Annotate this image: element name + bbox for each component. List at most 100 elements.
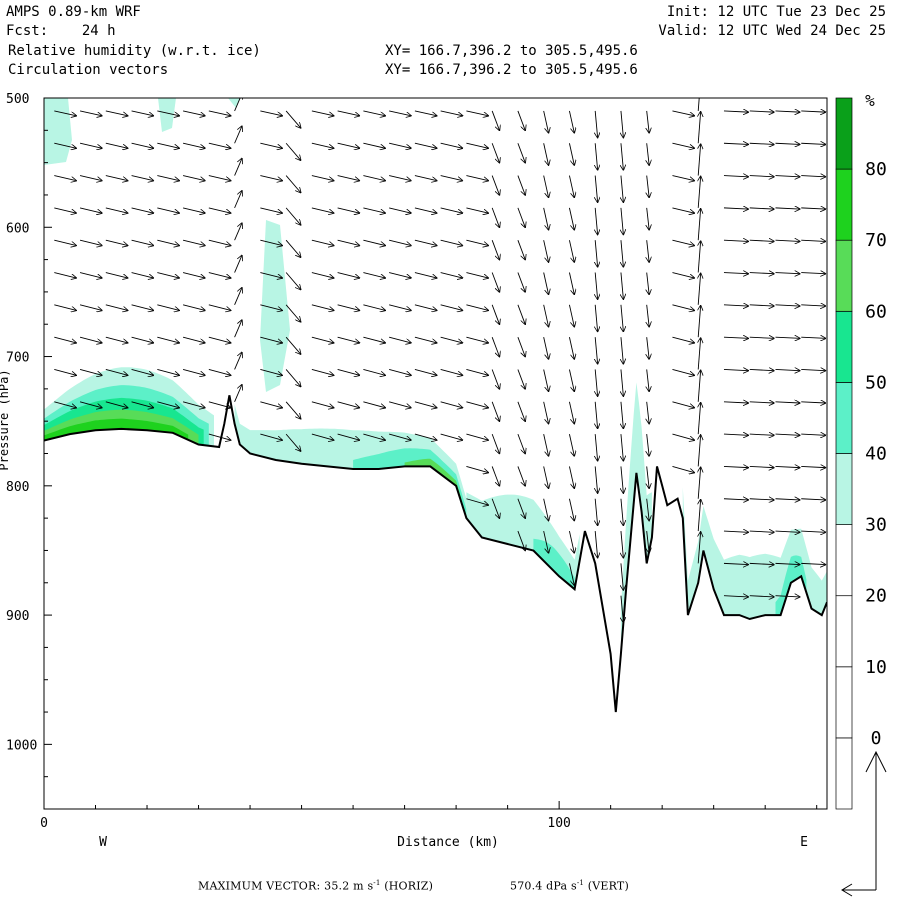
wind-vector: [801, 273, 825, 274]
max-horiz-exp: -1: [373, 879, 381, 887]
wind-vector: [440, 142, 463, 148]
wind-vector: [568, 498, 574, 521]
wind-vector: [182, 401, 205, 408]
wind-vector: [543, 272, 549, 295]
wind-vector: [749, 402, 774, 403]
init-value: 12 UTC Tue 23 Dec 25: [717, 4, 886, 20]
wind-vector: [672, 336, 694, 343]
colorbar-segment: [835, 595, 853, 668]
wind-vector: [543, 434, 549, 456]
wind-vector: [517, 498, 525, 518]
wind-vector: [491, 498, 499, 518]
wind-vector: [801, 240, 825, 241]
wind-vector: [337, 239, 360, 245]
wind-vector: [698, 306, 700, 338]
wind-vector: [79, 336, 102, 343]
wind-vector: [749, 337, 774, 338]
wind-vector: [698, 435, 700, 467]
colorbar-segment: [835, 666, 853, 739]
wind-vector: [517, 433, 525, 453]
wind-vector: [182, 304, 205, 311]
wind-vector: [723, 499, 748, 500]
wind-vector: [311, 142, 334, 148]
init-label: Init:: [666, 4, 709, 20]
wind-vector: [775, 143, 799, 144]
wind-vector: [647, 175, 649, 198]
wind-vector: [363, 336, 385, 343]
wind-vector: [543, 498, 549, 521]
wind-vector: [517, 401, 525, 421]
wind-vector: [568, 240, 574, 262]
wind-vector: [363, 110, 385, 116]
wind-vector: [466, 110, 488, 116]
fcst-value: 24 h: [81, 23, 116, 39]
wind-vector: [208, 433, 231, 440]
wind-vector: [672, 239, 694, 245]
wind-vector: [775, 176, 799, 177]
wind-vector: [621, 563, 623, 589]
wind-vector: [337, 207, 360, 213]
wind-vector: [647, 272, 649, 295]
wind-vector: [775, 337, 799, 338]
wind-vector: [723, 531, 748, 532]
wind-vector: [466, 465, 488, 472]
wind-vector: [749, 240, 774, 241]
wind-vector: [260, 110, 282, 116]
wind-vector: [311, 369, 334, 375]
colorbar-level-label: 50: [865, 372, 887, 393]
wind-vector: [466, 433, 488, 440]
wind-vector: [260, 272, 282, 278]
wind-vector: [440, 336, 463, 343]
wind-vector: [54, 142, 76, 148]
wind-vector: [621, 240, 623, 266]
wind-vector: [414, 336, 437, 343]
wind-vector: [440, 175, 463, 181]
wind-vector: [723, 434, 748, 435]
wind-vector: [79, 175, 102, 181]
wind-vector: [285, 304, 300, 322]
wind-vector: [517, 530, 525, 550]
wind-vector: [234, 223, 242, 241]
colorbar-segment: [835, 453, 853, 525]
wind-vector: [311, 272, 334, 278]
wind-vector: [260, 336, 282, 343]
wind-vector: [157, 369, 179, 375]
wind-vector: [775, 111, 799, 112]
wind-vector: [517, 336, 525, 356]
forecast-hour: Fcst: 24 h: [6, 23, 116, 39]
wind-vector: [517, 175, 525, 195]
wind-vector: [389, 207, 411, 213]
wind-vector: [363, 369, 385, 375]
wind-vector: [543, 175, 549, 198]
wind-vector: [363, 142, 385, 148]
wind-vector: [54, 207, 76, 213]
wind-vector: [723, 466, 748, 467]
wind-vector: [260, 401, 282, 408]
colorbar-level-label: 60: [865, 301, 887, 322]
wind-vector: [131, 272, 154, 278]
rh-patch-plume: [260, 220, 290, 392]
wind-vector: [775, 499, 799, 500]
wind-vector: [568, 175, 574, 198]
wind-vector: [672, 142, 694, 148]
wind-vector: [363, 175, 385, 181]
wind-vector: [491, 336, 499, 356]
wind-vector: [595, 240, 597, 266]
wind-vector: [285, 433, 300, 451]
wind-vector: [698, 468, 700, 499]
wind-vector: [543, 401, 549, 424]
wind-vector: [182, 369, 205, 375]
wind-vector: [801, 369, 825, 370]
wind-vector: [208, 110, 231, 116]
wind-vector: [182, 239, 205, 245]
colorbar-segment: [835, 737, 853, 810]
wind-vector: [466, 175, 488, 181]
y-tick-label: 600: [6, 221, 29, 236]
wind-vector: [595, 401, 597, 428]
wind-vector: [285, 336, 300, 354]
wind-vector: [285, 239, 300, 257]
wind-vector: [440, 207, 463, 213]
max-vector-vert: 570.4 dPa s-1 (VERT): [510, 879, 629, 893]
wind-vector: [517, 466, 525, 485]
wind-vector: [260, 239, 282, 245]
